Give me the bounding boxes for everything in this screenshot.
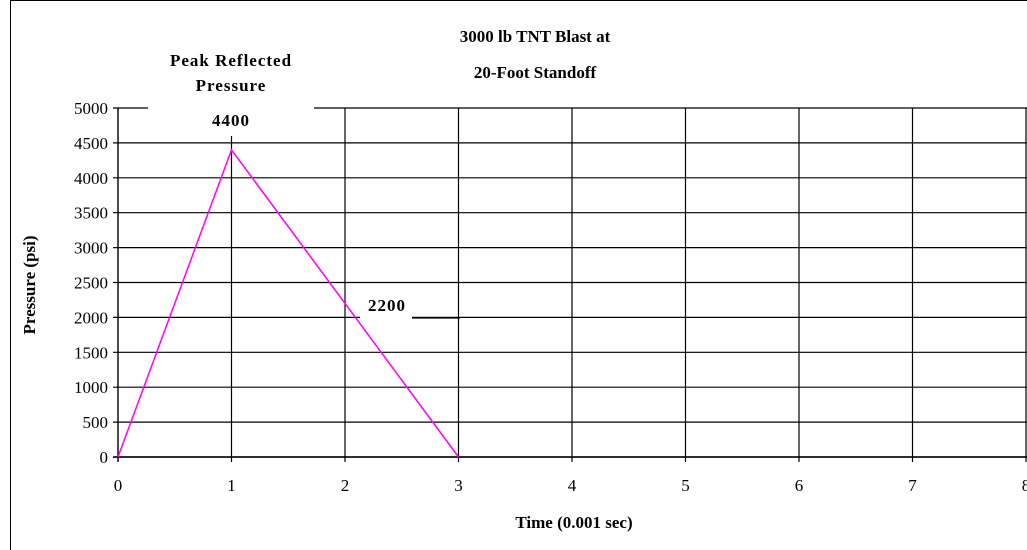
x-axis-label: Time (0.001 sec) <box>515 513 632 532</box>
x-tick-labels: 0 1 2 3 4 5 6 7 8 <box>114 476 1027 495</box>
y-tick-label-1000: 1000 <box>74 378 108 397</box>
y-tick-label-5000: 5000 <box>74 99 108 118</box>
x-tick-label-8: 8 <box>1022 476 1027 495</box>
y-tick-labels: 0 500 1000 1500 2000 2500 3000 3500 4000 4500 5000 <box>74 99 108 467</box>
x-tick-label-5: 5 <box>681 476 690 495</box>
grid-lines <box>113 107 1027 462</box>
y-tick-label-500: 500 <box>83 413 109 432</box>
x-tick-label-6: 6 <box>795 476 804 495</box>
midpoint-annotation-value: 2200 <box>368 296 406 315</box>
chart-frame <box>10 0 1027 550</box>
annotations: Peak Reflected Pressure 4400 2200 <box>148 44 460 319</box>
chart-title-line-1: 3000 lb TNT Blast at <box>460 27 611 46</box>
peak-annotation-value: 4400 <box>212 111 250 130</box>
peak-annotation-line-1: Peak Reflected <box>170 51 292 70</box>
x-tick-label-1: 1 <box>227 476 236 495</box>
y-tick-label-4000: 4000 <box>74 169 108 188</box>
y-tick-label-0: 0 <box>100 448 109 467</box>
y-tick-label-4500: 4500 <box>74 134 108 153</box>
x-tick-label-3: 3 <box>454 476 463 495</box>
midpoint-annotation-box <box>360 294 412 319</box>
y-axis-label: Pressure (psi) <box>20 235 39 334</box>
x-tick-label-4: 4 <box>568 476 577 495</box>
series-group <box>117 148 460 458</box>
y-tick-label-2000: 2000 <box>74 308 108 327</box>
x-tick-label-0: 0 <box>114 476 123 495</box>
y-tick-label-2500: 2500 <box>74 274 108 293</box>
y-tick-label-3500: 3500 <box>74 204 108 223</box>
x-tick-label-2: 2 <box>341 476 350 495</box>
chart-title-line-2: 20-Foot Standoff <box>474 63 597 82</box>
peak-annotation-line-2: Pressure <box>196 76 267 95</box>
y-tick-label-3000: 3000 <box>74 239 108 258</box>
y-tick-label-1500: 1500 <box>74 343 108 362</box>
peak-annotation-box <box>148 44 314 136</box>
x-tick-label-7: 7 <box>908 476 917 495</box>
axes <box>113 108 1027 462</box>
